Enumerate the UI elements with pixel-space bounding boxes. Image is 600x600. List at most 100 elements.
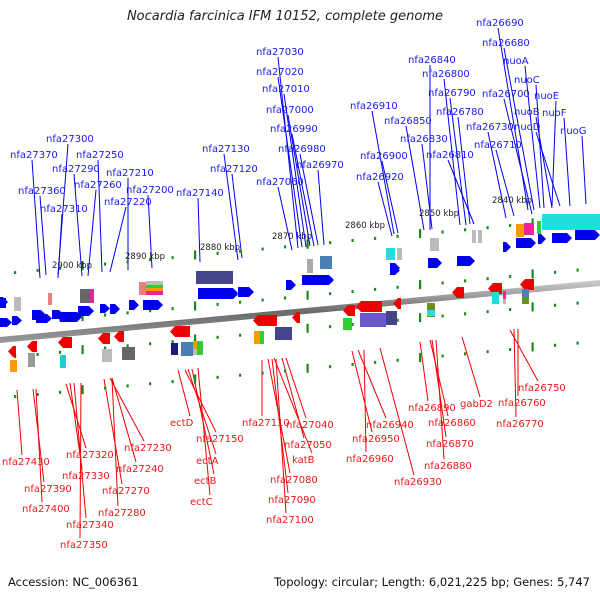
tick-mark <box>531 302 534 312</box>
forward-gene-label: nfa27060 <box>256 177 304 188</box>
tick-mark <box>464 228 467 232</box>
reverse-gene-label: nfa26750 <box>518 383 566 394</box>
feature-box <box>146 281 163 285</box>
forward-gene-label: nfa26910 <box>350 101 398 112</box>
feature-box <box>386 311 397 325</box>
tick-mark <box>531 269 534 279</box>
reverse-gene-label: nfa26960 <box>346 454 394 465</box>
leader-line <box>285 357 307 419</box>
feature-box <box>503 299 506 304</box>
forward-gene-label: nfa26830 <box>400 134 448 145</box>
tick-mark <box>509 275 512 279</box>
forward-gene-arrow <box>60 312 82 322</box>
reverse-gene-label: nfa27080 <box>270 475 318 486</box>
leader-line <box>524 65 541 209</box>
leader-line <box>39 195 47 276</box>
tick-mark <box>216 302 219 306</box>
forward-gene-arrow <box>575 230 600 240</box>
tick-mark <box>14 271 17 275</box>
tick-mark <box>419 280 422 290</box>
tick-mark <box>576 341 579 345</box>
reverse-gene-label: nfa26890 <box>408 403 456 414</box>
forward-gene-label: nuoC <box>514 75 540 86</box>
reverse-gene-arrow <box>170 326 190 337</box>
reverse-gene-arrow <box>58 337 72 348</box>
reverse-gene-label: nfa27400 <box>22 504 70 515</box>
forward-gene-label: nfa26690 <box>476 18 524 29</box>
tick-mark <box>171 307 174 311</box>
forward-gene-arrow <box>516 238 536 248</box>
tick-mark <box>104 262 107 266</box>
forward-gene-label: nfa26920 <box>356 172 404 183</box>
leader-line <box>381 160 399 234</box>
leader-line <box>487 131 507 219</box>
leader-line <box>497 27 529 211</box>
leader-line <box>35 388 43 503</box>
forward-gene-label: nfa26980 <box>278 144 326 155</box>
forward-gene-arrow <box>238 288 246 297</box>
forward-gene-label: nuoD <box>514 122 541 133</box>
leader-line <box>535 131 561 207</box>
reverse-gene-arrow <box>8 346 16 357</box>
tick-mark <box>36 268 39 272</box>
leader-line <box>275 358 287 514</box>
tick-mark <box>171 380 174 384</box>
accession-text: Accession: NC_006361 <box>8 575 139 589</box>
feature-box <box>197 341 203 355</box>
scale-label: 2840 kbp <box>492 196 532 206</box>
feature-box <box>320 256 332 269</box>
tick-mark <box>419 313 422 323</box>
forward-gene-arrow <box>457 256 475 266</box>
tick-mark <box>306 363 309 373</box>
tick-mark <box>486 277 489 281</box>
forward-gene-label: nfa27250 <box>76 150 124 161</box>
gene-features <box>0 214 600 372</box>
reverse-gene-arrow <box>253 315 277 326</box>
leader-line <box>563 117 571 207</box>
forward-gene-label: nfa27370 <box>10 150 58 161</box>
reverse-gene-arrow <box>343 305 355 316</box>
reverse-gene-label: nfa27110 <box>242 418 290 429</box>
tick-mark <box>239 300 242 304</box>
leader-line <box>79 382 82 539</box>
feature-box <box>307 259 313 273</box>
feature-box <box>193 341 200 349</box>
tick-mark <box>351 290 354 294</box>
leader-line <box>581 135 587 205</box>
forward-gene-label: nfa26850 <box>384 116 432 127</box>
tick-mark <box>104 386 107 390</box>
leader-line <box>277 56 299 249</box>
reverse-gene-arrow <box>98 333 110 344</box>
feature-box <box>397 248 402 260</box>
tick-mark <box>216 251 219 255</box>
leader-lines <box>16 27 587 539</box>
leader-line <box>109 206 127 273</box>
tick-mark <box>329 241 332 245</box>
tick-mark <box>419 229 422 239</box>
forward-gene-arrow <box>503 242 511 252</box>
tick-mark <box>441 230 444 234</box>
forward-gene-label: nfa27140 <box>176 188 224 199</box>
tick-mark <box>441 281 444 285</box>
tick-mark <box>171 340 174 344</box>
leader-line <box>73 382 87 519</box>
forward-gene-label: nfa27030 <box>256 47 304 58</box>
reverse-gene-label: nfa27050 <box>284 440 332 451</box>
feature-box <box>503 291 506 299</box>
scale-label: 2880 kbp <box>200 243 240 253</box>
feature-box <box>542 214 600 230</box>
tick-mark <box>194 374 197 384</box>
tick-mark <box>216 375 219 379</box>
forward-gene-label: nfa27120 <box>210 164 258 175</box>
tick-mark <box>554 343 557 347</box>
tick-mark <box>576 268 579 272</box>
forward-gene-label: nfa27020 <box>256 67 304 78</box>
scale-label: 2870 kbp <box>272 232 312 242</box>
feature-box <box>537 221 541 234</box>
feature-box <box>0 298 6 308</box>
leader-line <box>109 377 145 442</box>
genome-backbone <box>0 280 600 343</box>
reverse-gene-label: nfa26870 <box>426 439 474 450</box>
forward-gene-label: nfa27210 <box>106 168 154 179</box>
reverse-gene-label: nfa26880 <box>424 461 472 472</box>
